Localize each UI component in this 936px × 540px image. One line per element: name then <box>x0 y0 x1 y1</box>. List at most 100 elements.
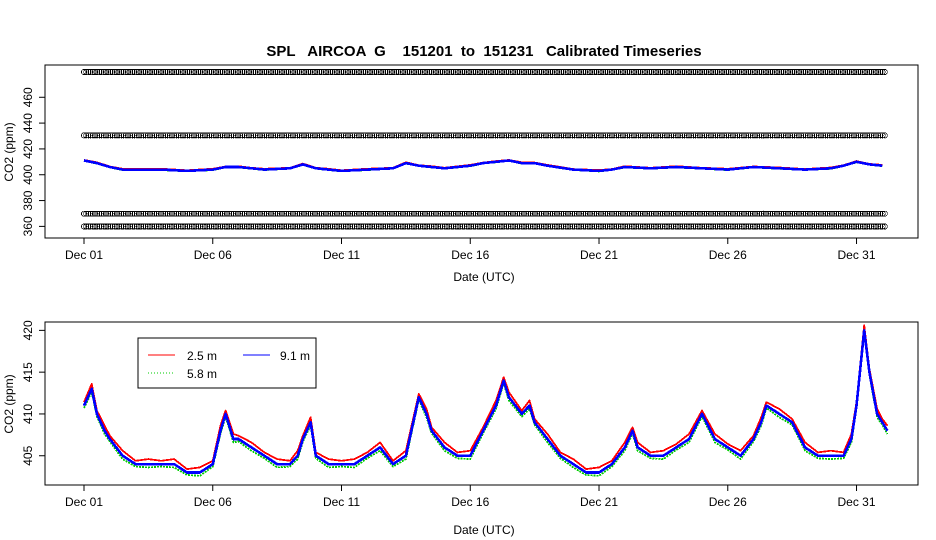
reference-point <box>565 223 571 230</box>
reference-point <box>353 223 360 230</box>
reference-point <box>147 69 153 75</box>
reference-point <box>565 210 571 217</box>
reference-point <box>523 132 530 139</box>
reference-point <box>661 132 668 139</box>
reference-point <box>732 132 739 139</box>
reference-point <box>136 210 142 217</box>
reference-point <box>171 69 178 75</box>
reference-point <box>503 223 510 230</box>
reference-point <box>386 210 393 217</box>
reference-point <box>160 69 167 75</box>
reference-point <box>439 223 446 230</box>
reference-point <box>191 69 197 75</box>
reference-point <box>107 69 114 75</box>
reference-point <box>327 223 334 230</box>
reference-point <box>681 210 688 217</box>
reference-point <box>151 223 158 230</box>
reference-point <box>760 132 767 139</box>
reference-point <box>463 223 470 230</box>
reference-point <box>254 210 261 217</box>
reference-point <box>809 69 816 75</box>
reference-point <box>136 69 142 75</box>
reference-point <box>221 132 228 139</box>
reference-point <box>637 210 644 217</box>
reference-point <box>305 210 312 217</box>
reference-point <box>551 69 558 75</box>
reference-point <box>320 210 327 217</box>
reference-point <box>153 69 160 75</box>
reference-point <box>173 210 180 217</box>
reference-point <box>428 69 435 75</box>
reference-point <box>705 69 712 75</box>
reference-point <box>215 69 222 75</box>
reference-point <box>688 210 695 217</box>
reference-point <box>415 69 422 75</box>
reference-point <box>450 223 457 230</box>
reference-point <box>320 69 327 75</box>
reference-point <box>362 223 369 230</box>
reference-point <box>182 223 189 230</box>
reference-point <box>615 223 622 230</box>
reference-point <box>417 132 424 139</box>
reference-point <box>336 132 343 139</box>
reference-point <box>791 69 798 75</box>
reference-point <box>591 132 598 139</box>
reference-point <box>525 69 532 75</box>
reference-point <box>325 223 332 230</box>
reference-point <box>749 223 756 230</box>
reference-point <box>826 210 833 217</box>
reference-point <box>613 223 620 230</box>
reference-point <box>708 210 714 217</box>
reference-point <box>254 223 261 230</box>
reference-point <box>699 69 706 75</box>
reference-point <box>697 69 703 75</box>
reference-point <box>116 223 123 230</box>
reference-point <box>653 223 659 230</box>
reference-point <box>235 132 241 139</box>
reference-point <box>250 223 257 230</box>
reference-point <box>580 69 587 75</box>
reference-point <box>576 223 582 230</box>
reference-point <box>866 69 873 75</box>
reference-point <box>598 69 604 75</box>
reference-point <box>325 132 332 139</box>
reference-point <box>239 210 246 217</box>
reference-point <box>727 132 734 139</box>
reference-point <box>622 223 629 230</box>
reference-point <box>551 132 558 139</box>
reference-point <box>767 132 774 139</box>
reference-point <box>690 223 697 230</box>
reference-point <box>736 132 743 139</box>
reference-point <box>457 210 464 217</box>
reference-point <box>624 69 631 75</box>
reference-point <box>461 210 468 217</box>
reference-point <box>221 69 228 75</box>
reference-point <box>543 210 549 217</box>
reference-point <box>624 210 631 217</box>
reference-point <box>241 132 248 139</box>
reference-point <box>488 223 494 230</box>
reference-point <box>296 132 303 139</box>
reference-point <box>237 69 244 75</box>
reference-point <box>389 69 395 75</box>
reference-point <box>120 210 127 217</box>
reference-point <box>188 132 195 139</box>
reference-point <box>813 210 820 217</box>
reference-point <box>281 69 288 75</box>
reference-point <box>301 132 307 139</box>
reference-point <box>529 69 536 75</box>
reference-point <box>263 69 270 75</box>
reference-point <box>793 210 800 217</box>
reference-point <box>664 132 670 139</box>
reference-point <box>591 69 598 75</box>
reference-point <box>166 132 173 139</box>
reference-point <box>675 210 681 217</box>
reference-point <box>226 210 233 217</box>
reference-point <box>232 69 239 75</box>
reference-point <box>472 69 479 75</box>
reference-point <box>554 210 560 217</box>
reference-point <box>501 210 508 217</box>
reference-point <box>824 132 831 139</box>
reference-point <box>787 132 794 139</box>
reference-point <box>809 223 816 230</box>
